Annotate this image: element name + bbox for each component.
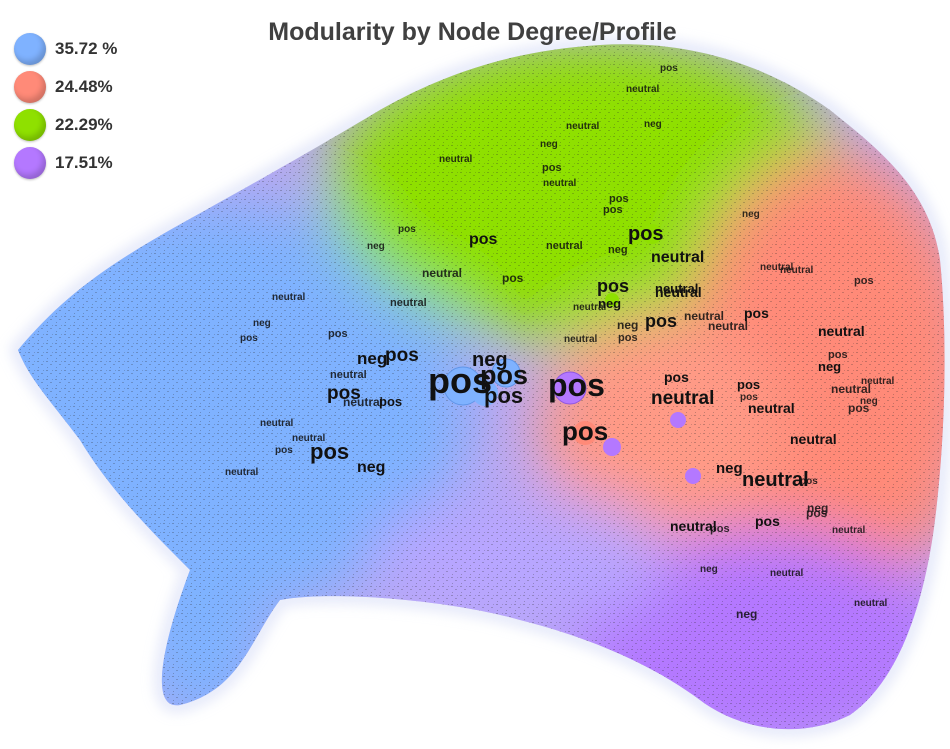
- node-label: pos: [618, 332, 638, 344]
- node-label: pos: [469, 231, 498, 248]
- node-label: neg: [367, 241, 385, 252]
- node-label: neutral: [260, 418, 294, 429]
- node-label: pos: [398, 224, 416, 235]
- node-label: neutral: [790, 431, 837, 447]
- node-label: pos: [484, 383, 523, 408]
- node-label: pos: [806, 506, 828, 520]
- chart-title: Modularity by Node Degree/Profile: [268, 18, 677, 46]
- node-label: pos: [428, 360, 492, 401]
- node-label: pos: [480, 360, 528, 390]
- node-label: pos: [628, 223, 664, 245]
- node-label: neg: [742, 209, 760, 220]
- node-label: neutral: [854, 598, 888, 609]
- node-label: neutral: [564, 334, 598, 345]
- node-label: neg: [700, 564, 718, 575]
- node-label: neutral: [390, 297, 427, 309]
- legend-color-dot: [14, 147, 46, 179]
- legend-label: 17.51%: [55, 153, 113, 172]
- node-label: neg: [357, 349, 387, 368]
- node-label: pos: [379, 394, 402, 409]
- node-label: neutral: [272, 292, 306, 303]
- node-label: pos: [740, 392, 758, 403]
- node-label: pos: [385, 345, 419, 366]
- node-label: neutral: [861, 376, 895, 387]
- node-label: pos: [609, 193, 629, 205]
- node-label: neutral: [626, 84, 660, 95]
- node-label: neutral: [832, 525, 866, 536]
- node-label: pos: [562, 416, 608, 446]
- node-label: neutral: [546, 240, 583, 252]
- node-label: neg: [253, 318, 271, 329]
- node-label: neutral: [543, 178, 577, 189]
- node-label: neutral: [573, 302, 607, 313]
- legend-color-dot: [14, 33, 46, 65]
- node-label: neutral: [292, 433, 326, 444]
- legend-label: 24.48%: [55, 77, 113, 96]
- node-label: neg: [472, 349, 508, 371]
- node-label: neg: [807, 501, 828, 515]
- node-label: neutral: [651, 249, 704, 266]
- node-label: neg: [617, 318, 638, 332]
- node-label: neutral: [422, 266, 462, 280]
- node-label: neutral: [770, 568, 804, 579]
- node-label: neg: [716, 460, 743, 477]
- node-label: neg: [736, 607, 757, 621]
- node-label: pos: [597, 276, 629, 296]
- node-label: pos: [660, 63, 678, 74]
- node-label: pos: [328, 328, 348, 340]
- node-label: neutral: [748, 400, 795, 416]
- node-label: pos: [327, 383, 361, 404]
- legend-label: 22.29%: [55, 115, 113, 134]
- node-label: pos: [744, 305, 769, 321]
- node-label: neg: [818, 359, 841, 374]
- node-label: pos: [275, 445, 293, 456]
- node-label: neg: [860, 396, 878, 407]
- hub-nodes: [393, 224, 701, 484]
- node-label: neg: [357, 459, 385, 476]
- node-label: pos: [603, 204, 623, 216]
- node-label: pos: [664, 369, 689, 385]
- node-label: neutral: [439, 154, 473, 165]
- node-label: neutral: [343, 395, 383, 409]
- node-label: neutral: [708, 319, 748, 333]
- node-label: pos: [848, 401, 870, 415]
- node-label: pos: [710, 523, 730, 535]
- node-label: pos: [737, 377, 760, 392]
- node-label: pos: [548, 367, 605, 403]
- node-label: neutral: [566, 121, 600, 132]
- node-label: neg: [540, 139, 558, 150]
- legend-color-dot: [14, 71, 46, 103]
- node-label: neutral: [655, 281, 698, 296]
- legend-label: 35.72 %: [55, 39, 118, 58]
- node-label: neutral: [655, 284, 702, 300]
- node-label: pos: [240, 333, 258, 344]
- node-label: neutral: [818, 323, 865, 339]
- legend-color-dot: [14, 109, 46, 141]
- node-label: pos: [755, 513, 780, 529]
- node-label: pos: [542, 162, 562, 174]
- node-label: pos: [800, 476, 818, 487]
- node-label: neutral: [831, 382, 871, 396]
- node-label: neutral: [330, 369, 367, 381]
- node-label: pos: [502, 271, 524, 285]
- node-label: neg: [598, 296, 621, 311]
- node-label: neutral: [225, 467, 259, 478]
- node-label: neutral: [670, 518, 717, 534]
- node-label: neg: [644, 119, 662, 130]
- node-label: neutral: [760, 262, 794, 273]
- node-label: neutral: [780, 265, 814, 276]
- node-label: neutral: [651, 388, 714, 409]
- node-label: pos: [645, 311, 677, 331]
- node-label: neutral: [742, 469, 809, 491]
- node-label: pos: [828, 349, 848, 361]
- node-label: pos: [854, 275, 874, 287]
- node-label: neutral: [684, 309, 724, 323]
- node-label: pos: [310, 439, 349, 464]
- node-label: neg: [608, 244, 628, 256]
